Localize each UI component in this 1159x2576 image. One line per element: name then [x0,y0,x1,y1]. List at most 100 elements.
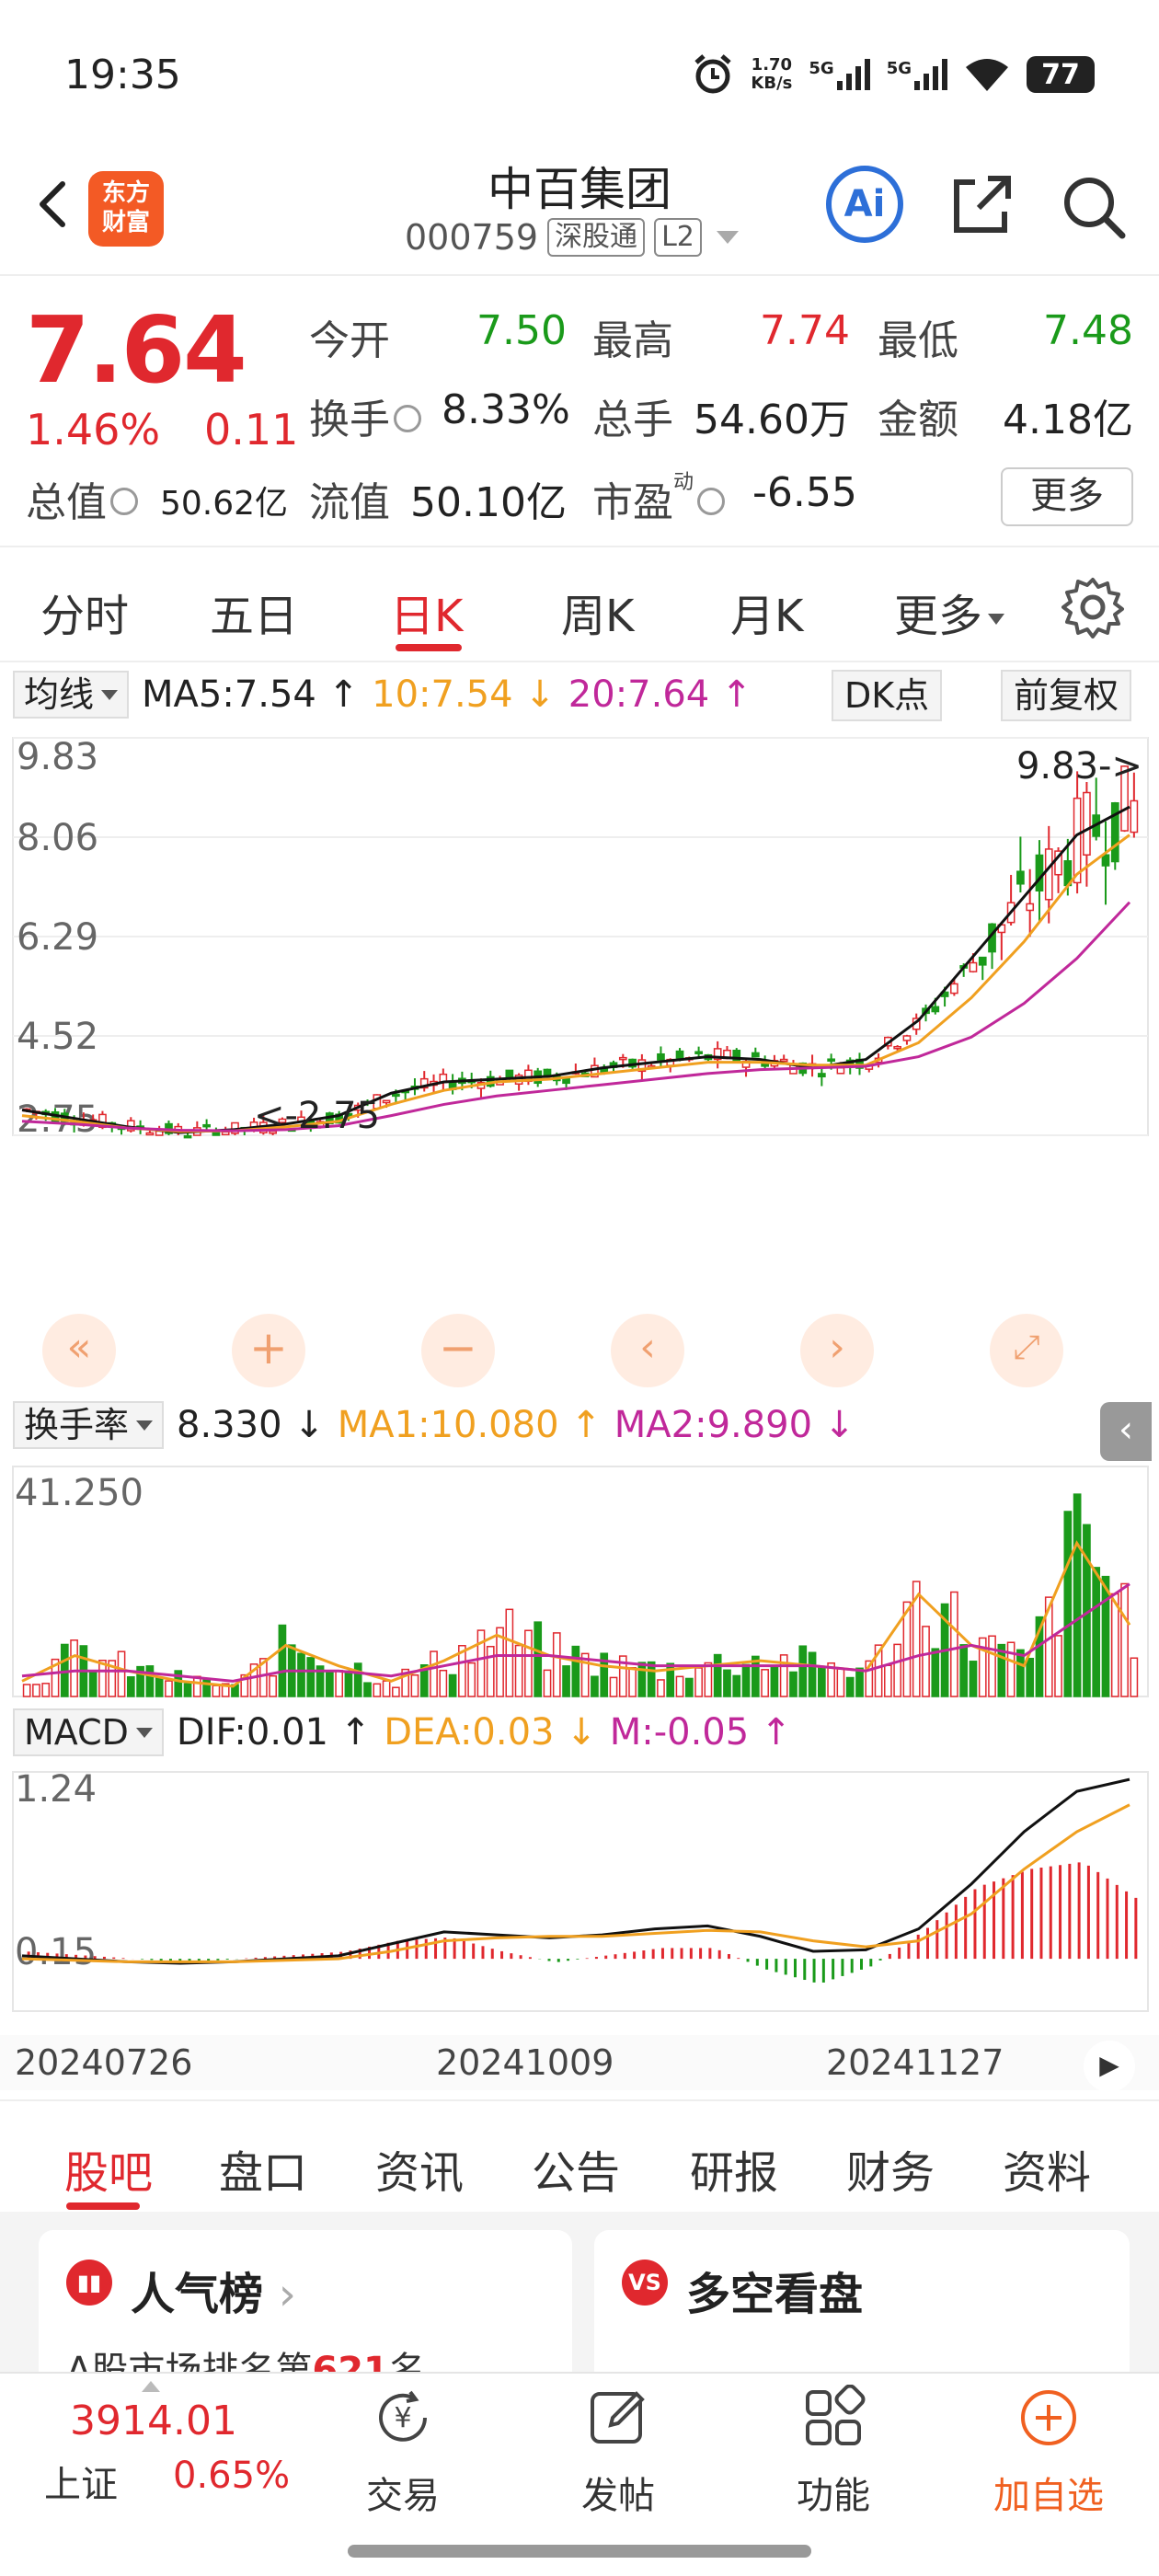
candle-body [591,1064,599,1078]
y-tick-label: 9.83 [17,736,98,778]
nav-functions[interactable]: 功能 [760,2374,907,2558]
stock-code-row[interactable]: 000759 深股通 L2 [405,217,739,258]
turnover-bar [884,1664,892,1697]
candlestick-chart[interactable]: 9.838.066.294.522.759.83-><-2.75 [0,725,1159,1148]
turnover-bar [88,1672,98,1697]
tab-announcements[interactable]: 公告 [532,2147,621,2199]
turnover-bar [865,1660,874,1697]
collapse-side-button[interactable]: ‹ [1100,1402,1152,1461]
turnover-bar [316,1665,325,1697]
tab-weekly-k[interactable]: 周K [561,591,635,642]
y-tick-label: 4.52 [17,1016,98,1058]
turnover-bar [817,1666,826,1697]
tab-monthly-k[interactable]: 月K [730,591,804,642]
fullscreen-button[interactable]: ⤢ [990,1314,1063,1387]
nav-add-watchlist[interactable]: 加自选 [975,2374,1122,2558]
turnover-bar [1016,1649,1025,1697]
net-speed: 1.70 KB/s [751,55,793,93]
back-icon[interactable] [26,177,81,232]
tab-pankou[interactable]: 盘口 [219,2147,308,2199]
candle-body [902,1035,912,1041]
turnover-bar [1006,1641,1016,1697]
turnover-bar [543,1669,552,1697]
more-quote-button[interactable]: 更多 [1001,467,1133,526]
turnover-bar [458,1645,466,1697]
nav-post[interactable]: 发帖 [545,2374,692,2558]
tab-intraday[interactable]: 分时 [40,591,130,642]
gear-icon[interactable] [1060,574,1126,640]
tab-five-day[interactable]: 五日 [210,591,299,642]
date-tick: 20241009 [436,2042,614,2083]
max-price-marker: 9.83-> [1016,745,1142,788]
turnover-bar [1054,1635,1062,1697]
tab-finance[interactable]: 财务 [846,2147,935,2199]
tab-profile[interactable]: 资料 [1003,2147,1092,2199]
share-icon[interactable] [947,171,1016,239]
tab-guba[interactable]: 股吧 [64,2147,154,2199]
dropdown-icon[interactable] [716,231,739,244]
zoom-in-button[interactable]: + [232,1314,305,1387]
turnover-bar [1035,1616,1044,1697]
candle-body [145,1132,155,1136]
candle-body [1035,854,1044,891]
ai-assistant-button[interactable]: Ai [826,166,903,243]
turnover-bar [344,1670,353,1697]
scroll-right-button[interactable]: ▶ [1084,2041,1135,2092]
turnover-bar [249,1663,258,1697]
chart-frame [12,1466,1149,1697]
turnover-bar [32,1684,40,1697]
turnover-bar [618,1655,627,1697]
app-logo[interactable]: 东方 财富 [88,171,164,247]
dropdown-icon [988,614,1005,625]
candle-body [392,1093,400,1098]
turnover-bar [751,1655,760,1697]
turnover-bar [22,1684,31,1697]
candle-body [751,1052,760,1058]
open-label: 今开 [309,317,390,364]
macd-dea-line [21,1803,1130,1963]
turnover-bar [732,1674,741,1697]
float-label: 流值 [309,479,390,526]
turnover-dropdown[interactable]: 换手率 [13,1401,165,1449]
turnover-chart[interactable]: 41.250 [0,1461,1159,1709]
prev-button[interactable]: ‹ [611,1314,684,1387]
search-icon[interactable] [1058,171,1128,241]
level-tag: L2 [654,218,702,257]
indicator-dropdown[interactable]: 均线 [13,671,130,719]
long-short-title: 多空看盘 [686,2269,864,2320]
candle-body [1044,848,1053,901]
candle-body [202,1123,211,1128]
macd-chart[interactable]: 1.24 0.15 [0,1766,1159,2024]
turnover-ma2-line [21,1582,1130,1683]
turnover-bar [666,1662,675,1697]
dk-point-button[interactable]: DK点 [832,670,943,721]
next-button[interactable]: › [800,1314,874,1387]
turnover-bar [637,1662,647,1697]
turnover-bar [476,1629,486,1697]
zoom-out-button[interactable]: − [421,1314,495,1387]
active-tab-indicator [396,644,462,651]
connect-tag: 深股通 [547,218,646,257]
turnover-bar [779,1654,788,1697]
turnover-bar [571,1645,580,1697]
turnover-bar [297,1652,305,1697]
turnover-bar [505,1608,514,1697]
turnover-bar [524,1629,533,1697]
turnover-bar [580,1652,590,1697]
adjust-button[interactable]: 前复权 [1001,670,1132,721]
nav-trade[interactable]: ¥ 交易 [329,2374,476,2558]
tab-daily-k[interactable]: 日K [390,591,464,642]
change-percent: 1.46% [26,405,161,454]
macd-dropdown[interactable]: MACD [13,1708,164,1756]
alarm-icon [694,54,732,94]
jump-start-button[interactable]: « [42,1314,116,1387]
turnover-bar [1044,1596,1053,1697]
turnover-bar [98,1660,107,1697]
tab-news[interactable]: 资讯 [375,2147,465,2199]
tab-more[interactable]: 更多 [894,580,1005,644]
chart-frame [12,1771,1149,2012]
turnover-bar [959,1644,969,1697]
turnover-bar [534,1621,543,1697]
turnover-bar [988,1635,996,1697]
tab-research[interactable]: 研报 [690,2147,779,2199]
